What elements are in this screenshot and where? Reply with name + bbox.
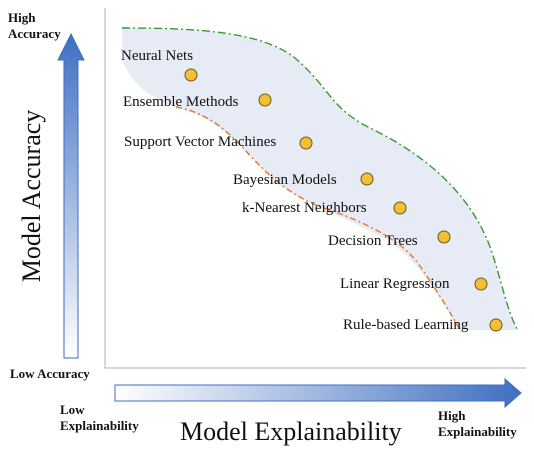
label-k-nearest-neighbors: k-Nearest Neighbors xyxy=(242,200,367,216)
marker-linear-regression xyxy=(474,277,488,291)
marker-k-nearest-neighbors xyxy=(393,201,407,215)
label-bayesian-models: Bayesian Models xyxy=(233,172,337,188)
x-axis-title: Model Explainability xyxy=(180,417,402,446)
label-rule-based-learning: Rule-based Learning xyxy=(343,317,469,333)
low-explainability-label: Low Explainability xyxy=(60,402,139,433)
marker-ensemble-methods xyxy=(258,93,272,107)
label-support-vector-machines: Support Vector Machines xyxy=(124,134,277,150)
upper-boundary-curve xyxy=(121,27,519,331)
x-axis-arrow xyxy=(114,377,522,409)
label-decision-trees: Decision Trees xyxy=(328,233,418,249)
marker-rule-based-learning xyxy=(489,318,503,332)
high-explainability-label: High Explainability xyxy=(438,408,517,439)
marker-bayesian-models xyxy=(360,172,374,186)
label-ensemble-methods: Ensemble Methods xyxy=(123,94,239,110)
marker-decision-trees xyxy=(437,230,451,244)
tradeoff-region xyxy=(122,28,518,330)
label-neural-nets: Neural Nets xyxy=(121,48,194,64)
lower-boundary-curve xyxy=(175,106,461,331)
high-accuracy-label: High Accuracy xyxy=(8,10,61,41)
y-axis-title-text: Model Accuracy xyxy=(17,109,46,283)
plot-frame xyxy=(104,8,526,369)
low-accuracy-label: Low Accuracy xyxy=(10,366,90,381)
model-markers xyxy=(184,68,503,332)
marker-support-vector-machines xyxy=(299,136,313,150)
label-linear-regression: Linear Regression xyxy=(340,276,450,292)
marker-neural-nets xyxy=(184,68,198,82)
y-axis-arrow xyxy=(57,32,85,359)
